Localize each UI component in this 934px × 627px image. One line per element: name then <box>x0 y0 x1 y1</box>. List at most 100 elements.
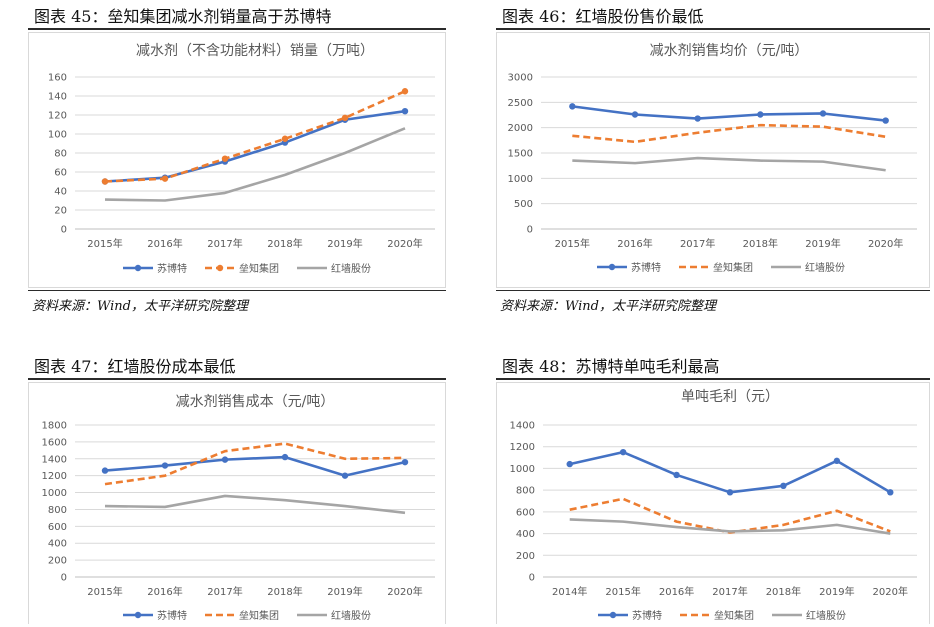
y-tick-label: 140 <box>48 92 67 103</box>
panel-figure-47: 图表 47：红墙股份成本最低 减水剂销售成本（元/吨） 0 200 400 600 800… <box>28 356 446 624</box>
legend-item: 垒知集团 <box>205 609 279 622</box>
y-tick-label: 600 <box>516 507 535 518</box>
legend-label: 红墙股份 <box>331 262 371 275</box>
legend-item: 红墙股份 <box>297 262 371 275</box>
data-point <box>101 178 109 185</box>
figure-title: 图表 47：红墙股份成本最低 <box>28 356 446 380</box>
x-tick-label: 2018年 <box>267 585 302 598</box>
x-tick-label: 2015年 <box>555 237 590 250</box>
y-tick-label: 0 <box>529 573 535 584</box>
y-tick-label: 200 <box>516 551 535 562</box>
y-tick-label: 1200 <box>42 471 67 482</box>
y-tick-label: 500 <box>514 199 533 210</box>
legend-item: 红墙股份 <box>772 609 846 622</box>
data-point <box>281 453 289 461</box>
x-tick-label: 2019年 <box>819 585 854 598</box>
data-point <box>726 489 734 496</box>
series-line-2 <box>572 123 886 144</box>
figure-title: 图表 48：苏博特单吨毛利最高 <box>496 356 930 380</box>
source-note: 资料来源：Wind，太平洋研究院整理 <box>28 290 446 314</box>
legend-item: 垒知集团 <box>205 262 279 275</box>
chart-title: 减水剂销售成本（元/吨） <box>176 394 335 410</box>
y-tick-label: 80 <box>54 149 67 160</box>
y-tick-label: 1800 <box>42 421 67 432</box>
y-tick-label: 160 <box>48 73 67 84</box>
panel-figure-48: 图表 48：苏博特单吨毛利最高 单吨毛利（元） 0 200 400 600 800 1000… <box>496 356 930 624</box>
legend-item: 苏博特 <box>597 261 661 274</box>
x-tick-label: 2016年 <box>659 585 694 598</box>
data-point <box>341 114 349 122</box>
data-point <box>341 472 349 479</box>
y-tick-label: 800 <box>516 486 535 497</box>
y-tick-label: 200 <box>48 556 67 567</box>
x-tick-label: 2015年 <box>87 237 122 250</box>
series-line-2 <box>569 497 891 534</box>
legend-label: 垒知集团 <box>713 261 753 274</box>
y-tick-label: 1000 <box>42 488 67 499</box>
legend-marker <box>134 264 142 272</box>
x-tick-label: 2018年 <box>267 237 302 250</box>
y-tick-label: 0 <box>61 573 67 584</box>
x-tick-label: 2020年 <box>387 585 422 598</box>
legend-marker <box>608 263 616 271</box>
data-point <box>673 471 680 479</box>
data-point <box>631 111 639 118</box>
legend-marker <box>609 611 617 619</box>
legend-item: 垒知集团 <box>680 609 754 622</box>
x-tick-label: 2019年 <box>327 585 362 598</box>
data-point <box>882 117 889 124</box>
legend-label: 苏博特 <box>157 262 187 275</box>
data-point <box>757 111 764 118</box>
y-tick-label: 1600 <box>42 437 67 448</box>
data-point <box>401 458 409 466</box>
x-tick-label: 2017年 <box>207 585 242 598</box>
y-tick-label: 120 <box>48 111 67 122</box>
legend-label: 苏博特 <box>632 609 662 622</box>
x-tick-label: 2017年 <box>712 585 747 598</box>
legend-label: 苏博特 <box>157 609 187 622</box>
y-tick-label: 2000 <box>508 123 533 134</box>
x-tick-label: 2016年 <box>147 237 182 250</box>
series-line-3 <box>104 494 406 515</box>
x-tick-label: 2016年 <box>147 585 182 598</box>
y-tick-label: 0 <box>527 225 533 236</box>
y-tick-label: 1200 <box>510 442 535 453</box>
y-tick-label: 100 <box>48 130 67 141</box>
figure-title: 图表 46：红墙股份售价最低 <box>496 6 930 30</box>
data-point <box>833 457 841 465</box>
chart-title: 减水剂（不含功能材料）销量（万吨） <box>136 43 374 59</box>
series-line-1 <box>104 455 406 477</box>
chart-frame: 减水剂销售成本（元/吨） 0 200 400 600 800 1000 1200 1400 160… <box>28 382 446 624</box>
chart-title: 单吨毛利（元） <box>681 389 779 405</box>
y-tick-label: 2500 <box>508 98 533 109</box>
y-tick-label: 20 <box>54 206 67 217</box>
figure-title: 图表 45：垒知集团减水剂销量高于苏博特 <box>28 6 446 30</box>
data-point <box>780 482 787 489</box>
y-tick-label: 600 <box>48 522 67 533</box>
series-line-3 <box>572 156 886 172</box>
legend-item: 苏博特 <box>123 609 187 622</box>
data-point <box>281 135 289 142</box>
data-point <box>101 467 109 474</box>
chart-title: 减水剂销售均价（元/吨） <box>650 43 809 59</box>
x-tick-label: 2017年 <box>680 237 715 250</box>
y-tick-label: 1400 <box>510 421 535 432</box>
legend-label: 垒知集团 <box>714 609 754 622</box>
chart-avg-price: 减水剂销售均价（元/吨） 0 500 1000 1500 2000 2500 3000 2015… <box>508 43 917 274</box>
legend-item: 苏博特 <box>123 262 187 275</box>
x-tick-label: 2015年 <box>605 585 640 598</box>
panel-figure-45: 图表 45：垒知集团减水剂销量高于苏博特 减水剂（不含功能材料）销量（万吨） 0 2… <box>28 6 446 314</box>
legend-label: 苏博特 <box>631 261 661 274</box>
legend-item: 红墙股份 <box>771 261 845 274</box>
y-tick-label: 400 <box>48 539 67 550</box>
chart-sales-volume: 减水剂（不含功能材料）销量（万吨） 0 20 40 60 80 100 120 140 160 20… <box>48 43 435 275</box>
series-line-2 <box>104 90 406 183</box>
legend-label: 红墙股份 <box>805 261 845 274</box>
x-tick-label: 2016年 <box>617 237 652 250</box>
y-tick-label: 1000 <box>508 174 533 185</box>
legend-marker <box>216 264 224 272</box>
data-point <box>221 456 229 463</box>
legend-item: 垒知集团 <box>679 261 753 274</box>
y-tick-label: 40 <box>54 187 67 198</box>
legend-label: 垒知集团 <box>239 609 279 622</box>
